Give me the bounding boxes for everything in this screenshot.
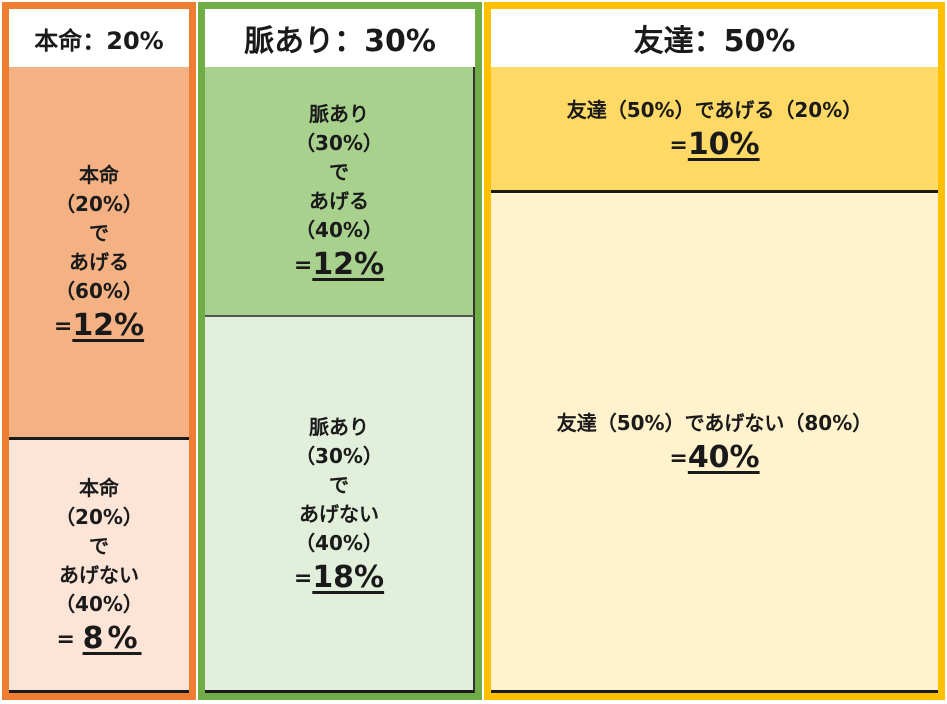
text-line: 友達（50%）であげない（80%） [556, 410, 873, 435]
honmei-give-result: =12% [54, 308, 144, 343]
result-value: 40% [687, 439, 760, 475]
text-line: （30%） [295, 131, 383, 155]
text-line: （30%） [295, 443, 383, 468]
tomodachi-not-give-cell: 友達（50%）であげない（80%） =40% [491, 193, 938, 693]
text-line: で [89, 221, 109, 245]
column-tomodachi: 友達：50% 友達（50%）であげる（20%） =10% 友達（50%）であげな… [484, 2, 945, 700]
text-line: （20%） [55, 192, 143, 216]
honmei-not-give-cell: 本命 （20%） で あげない （40%） = 8% [9, 440, 189, 693]
equals-sign: = [293, 253, 313, 278]
text-line: あげる [309, 189, 369, 213]
myaku-not-give-result: =18% [294, 560, 384, 595]
equals-sign: = [669, 445, 688, 471]
myaku-header: 脈あり：30% [205, 9, 475, 69]
honmei-give-cell: 本命 （20%） で あげる （60%） =12% [9, 67, 189, 440]
result-value: 12% [72, 308, 145, 343]
text-line: 脈あり [309, 102, 369, 126]
myaku-give-result: =12% [294, 247, 384, 282]
text-line: （60%） [55, 279, 143, 303]
text-line: （20%） [55, 505, 143, 529]
text-line: あげない [299, 501, 379, 526]
tomodachi-not-give-result: =40% [669, 440, 759, 475]
honmei-not-give-text: 本命 （20%） で あげない （40%） [55, 474, 143, 619]
text-line: 本命 [79, 476, 119, 500]
myaku-give-cell: 脈あり （30%） で あげる （40%） =12% [205, 67, 475, 317]
text-line: で [329, 472, 349, 497]
result-value: 10% [687, 126, 760, 162]
text-line: あげない [59, 563, 139, 587]
equals-sign: = [293, 565, 313, 591]
honmei-give-text: 本命 （20%） で あげる （60%） [55, 161, 143, 306]
tomodachi-header: 友達：50% [491, 9, 938, 69]
honmei-header: 本命：20% [9, 9, 189, 69]
column-honmei: 本命：20% 本命 （20%） で あげる （60%） =12% 本命 （20%… [2, 2, 196, 700]
tomodachi-give-text: 友達（50%）であげる（20%） [567, 96, 863, 125]
text-line: 脈あり [309, 414, 369, 439]
tomodachi-give-cell: 友達（50%）であげる（20%） =10% [491, 67, 938, 193]
myaku-give-text: 脈あり （30%） で あげる （40%） [295, 100, 383, 245]
result-value: 12% [312, 247, 385, 282]
text-line: で [329, 160, 349, 184]
equals-sign: = [53, 314, 73, 339]
tomodachi-not-give-text: 友達（50%）であげない（80%） [557, 409, 873, 438]
text-line: で [89, 534, 109, 558]
text-line: （40%） [295, 218, 383, 242]
result-value: 8% [82, 621, 142, 656]
column-myaku: 脈あり：30% 脈あり （30%） で あげる （40%） =12% 脈あり （… [198, 2, 482, 700]
text-line: （40%） [55, 592, 143, 616]
equals-sign: = [56, 627, 75, 652]
text-line: あげる [69, 250, 129, 274]
text-line: 友達（50%）であげる（20%） [566, 97, 863, 122]
result-value: 18% [312, 559, 385, 595]
text-line: 本命 [79, 163, 119, 187]
myaku-not-give-text: 脈あり （30%） で あげない （40%） [295, 413, 383, 558]
myaku-not-give-cell: 脈あり （30%） で あげない （40%） =18% [205, 317, 475, 693]
honmei-not-give-result: = 8% [56, 621, 141, 656]
text-line: （40%） [295, 530, 383, 555]
equals-sign: = [669, 132, 688, 158]
tomodachi-give-result: =10% [669, 127, 759, 162]
